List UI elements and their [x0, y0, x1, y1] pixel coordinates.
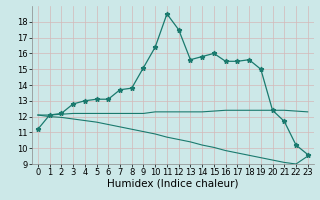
X-axis label: Humidex (Indice chaleur): Humidex (Indice chaleur) — [107, 179, 238, 189]
